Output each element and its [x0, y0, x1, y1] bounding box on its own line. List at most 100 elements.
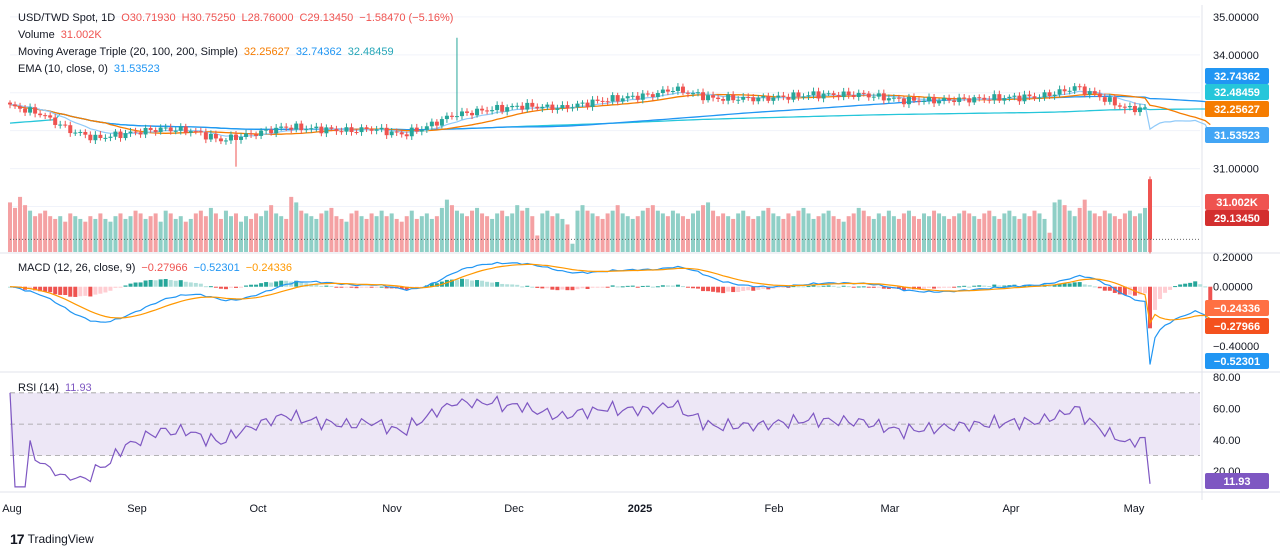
macd-histogram-bar	[143, 280, 148, 287]
candle-body	[861, 92, 866, 94]
candle-body	[947, 98, 952, 101]
macd-histogram-bar	[208, 286, 213, 288]
volume-bar	[379, 210, 384, 252]
volume-bar	[896, 218, 901, 252]
candle-body	[329, 127, 334, 129]
ma-legend: Moving Average Triple (20, 100, 200, Sim…	[18, 46, 400, 58]
candle-body	[148, 127, 153, 131]
candle-body	[600, 100, 605, 102]
macd-histogram-bar	[1092, 286, 1097, 288]
price-badge-bg	[1205, 210, 1269, 226]
volume-bar	[650, 205, 655, 252]
macd-histogram-bar	[1178, 284, 1183, 287]
macd-label: MACD (12, 26, close, 9)	[18, 262, 136, 274]
volume-bar	[746, 216, 751, 252]
macd-histogram-bar	[645, 285, 650, 287]
candle-body	[685, 92, 690, 94]
volume-bar	[706, 202, 711, 252]
candle-body	[274, 127, 279, 134]
volume-bar	[786, 213, 791, 252]
candle-body	[560, 105, 565, 109]
candle-body	[701, 92, 706, 101]
macd-histogram-bar	[952, 286, 957, 288]
candle-body	[33, 107, 38, 114]
volume-bar	[736, 213, 741, 252]
macd-tick-label: −0.40000	[1213, 341, 1259, 353]
volume-bar	[188, 218, 193, 252]
macd-histogram-bar	[866, 286, 871, 288]
volume-bar	[801, 207, 806, 252]
macd-histogram-bar	[916, 286, 921, 290]
macd-histogram-bar	[1077, 282, 1082, 287]
volume-bar	[731, 218, 736, 252]
candle-body	[23, 108, 28, 113]
tradingview-brand: TradingView	[27, 532, 94, 546]
candle-body	[530, 102, 535, 107]
volume-bar	[1132, 216, 1137, 252]
ema10-line	[9, 90, 1211, 138]
volume-bar	[284, 218, 289, 252]
candle-body	[992, 94, 997, 101]
candle-body	[1057, 89, 1062, 95]
volume-bar	[595, 216, 600, 252]
ma-label: Moving Average Triple (20, 100, 200, Sim…	[18, 46, 238, 58]
price-badge: 32.48459	[1214, 87, 1260, 99]
candle-body	[841, 91, 846, 98]
volume-bar	[886, 210, 891, 252]
volume-bar	[620, 213, 625, 252]
candle-body	[665, 89, 670, 92]
candle-body	[399, 132, 404, 135]
candle-body	[409, 127, 414, 137]
macd-histogram-bar	[851, 286, 856, 288]
candle-body	[851, 95, 856, 98]
candle-body	[906, 96, 911, 105]
candle-body	[690, 93, 695, 95]
volume-label: Volume	[18, 29, 55, 41]
volume-bar	[605, 213, 610, 252]
volume-bar	[259, 216, 264, 252]
candle-body	[761, 96, 766, 98]
volume-bar	[1072, 216, 1077, 252]
candle-body	[1122, 106, 1127, 108]
volume-bar	[88, 216, 93, 252]
volume-bar	[158, 221, 163, 252]
candle-body	[193, 131, 198, 133]
volume-bar	[454, 210, 459, 252]
macd-histogram-bar	[660, 285, 665, 287]
candle-body	[1047, 92, 1052, 97]
price-tick-label: 31.00000	[1213, 164, 1259, 176]
candle-body	[459, 111, 464, 117]
macd-histogram-bar	[701, 286, 706, 292]
volume-legend: Volume 31.002K	[18, 29, 108, 41]
candle-body	[188, 131, 193, 133]
volume-bar	[761, 210, 766, 252]
candle-body	[836, 95, 841, 98]
macd-histogram-bar	[871, 286, 876, 288]
macd-histogram-bar	[1153, 286, 1158, 310]
volume-bar	[429, 218, 434, 252]
macd-histogram-bar	[379, 286, 384, 288]
macd-histogram-bar	[429, 283, 434, 287]
candle-body	[444, 115, 449, 120]
x-axis-label: Apr	[1002, 503, 1019, 515]
macd-histogram-bar	[811, 284, 816, 287]
macd-histogram-bar	[148, 279, 153, 287]
macd-histogram-bar	[48, 286, 53, 293]
volume-bar	[289, 196, 294, 252]
price-badge: 32.74362	[1214, 71, 1260, 83]
ma100-value: 32.74362	[295, 46, 342, 58]
macd-histogram-bar	[1122, 286, 1127, 295]
candle-body	[1027, 94, 1032, 97]
macd-histogram-bar	[98, 286, 103, 294]
candle-body	[73, 132, 78, 134]
volume-bar	[997, 218, 1002, 252]
volume-bar	[485, 216, 490, 252]
volume-bar	[128, 216, 133, 252]
macd-histogram-bar	[314, 283, 319, 287]
tradingview-footer[interactable]: 17 TradingView	[10, 531, 94, 547]
candle-body	[520, 105, 525, 110]
macd-histogram-bar	[1173, 286, 1178, 288]
volume-bar	[369, 213, 374, 252]
macd-histogram-bar	[992, 284, 997, 287]
